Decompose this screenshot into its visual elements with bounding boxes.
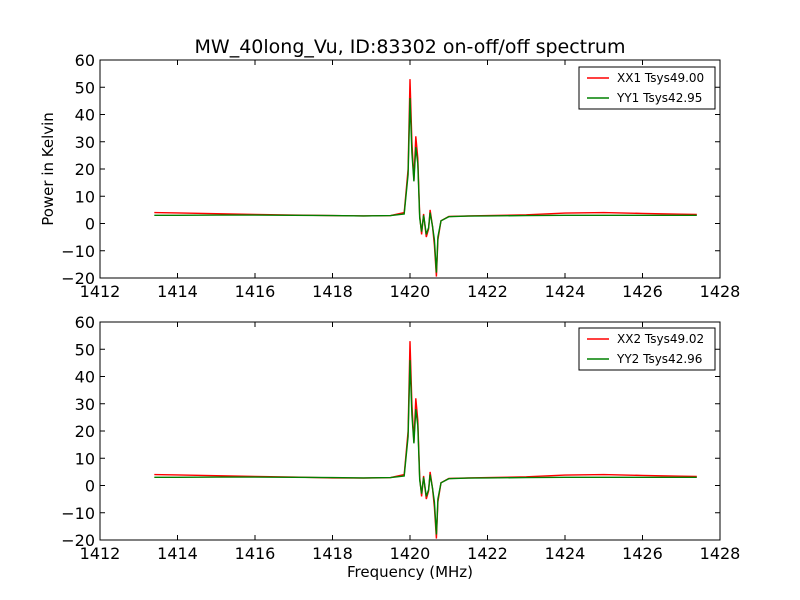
y-tick-label: 60	[75, 51, 95, 70]
legend-box	[578, 66, 716, 110]
x-tick-label: 1428	[700, 282, 741, 301]
y-tick-label: 50	[75, 340, 95, 359]
x-tick-label: 1416	[235, 282, 276, 301]
x-tick-label: 1418	[312, 544, 353, 563]
figure-title: MW_40long_Vu, ID:83302 on-off/off spectr…	[195, 36, 626, 58]
y-tick-label: 10	[75, 187, 95, 206]
legend-label: XX1 Tsys49.00	[617, 71, 704, 85]
y-tick-label: 60	[75, 313, 95, 332]
x-tick-label: 1424	[545, 282, 586, 301]
top-spectrum-panel: 1412 1414 1416 1418 1420 1422 1424 1426 1428 −20 −…	[39, 51, 740, 301]
x-tick-label: 1424	[545, 544, 586, 563]
series-line-yy	[154, 360, 697, 535]
x-tick-label: 1428	[700, 544, 741, 563]
y-tick-label: −20	[61, 531, 95, 550]
x-axis-label: Frequency (MHz)	[347, 563, 473, 581]
bottom-spectrum-panel: 1412 1414 1416 1418 1420 1422 1424 1426 1428 −20 −…	[61, 313, 740, 581]
x-tick-label: 1416	[235, 544, 276, 563]
y-tick-label: 0	[85, 477, 95, 496]
y-tick-label: −20	[61, 269, 95, 288]
y-tick-label: −10	[61, 242, 95, 261]
y-tick-label: 10	[75, 449, 95, 468]
y-tick-label: 0	[85, 215, 95, 234]
y-tick-label: 30	[75, 133, 95, 152]
x-tick-label: 1412	[80, 282, 121, 301]
y-tick-label: 30	[75, 395, 95, 414]
y-tick-label: −10	[61, 504, 95, 523]
legend-box	[578, 327, 716, 371]
y-tick-label: 20	[75, 422, 95, 441]
legend-label: XX2 Tsys49.02	[617, 332, 704, 346]
y-tick-label: 40	[75, 368, 95, 387]
legend-label: YY2 Tsys42.96	[616, 352, 702, 366]
x-tick-label: 1420	[390, 282, 431, 301]
x-tick-label: 1418	[312, 282, 353, 301]
x-tick-label: 1422	[467, 544, 508, 563]
legend-label: YY1 Tsys42.95	[616, 91, 702, 105]
x-tick-label: 1420	[390, 544, 431, 563]
y-tick-label: 40	[75, 106, 95, 125]
y-tick-label: 50	[75, 78, 95, 97]
x-tick-label: 1426	[622, 544, 663, 563]
x-tick-label: 1414	[157, 544, 198, 563]
x-tick-label: 1412	[80, 544, 121, 563]
legend: XX1 Tsys49.00 YY1 Tsys42.95	[578, 66, 716, 110]
x-tick-label: 1422	[467, 282, 508, 301]
legend: XX2 Tsys49.02 YY2 Tsys42.96	[578, 327, 716, 371]
x-tick-label: 1414	[157, 282, 198, 301]
y-tick-label: 20	[75, 160, 95, 179]
y-axis-label: Power in Kelvin	[39, 112, 57, 226]
series-line-yy	[154, 98, 697, 273]
x-tick-label: 1426	[622, 282, 663, 301]
